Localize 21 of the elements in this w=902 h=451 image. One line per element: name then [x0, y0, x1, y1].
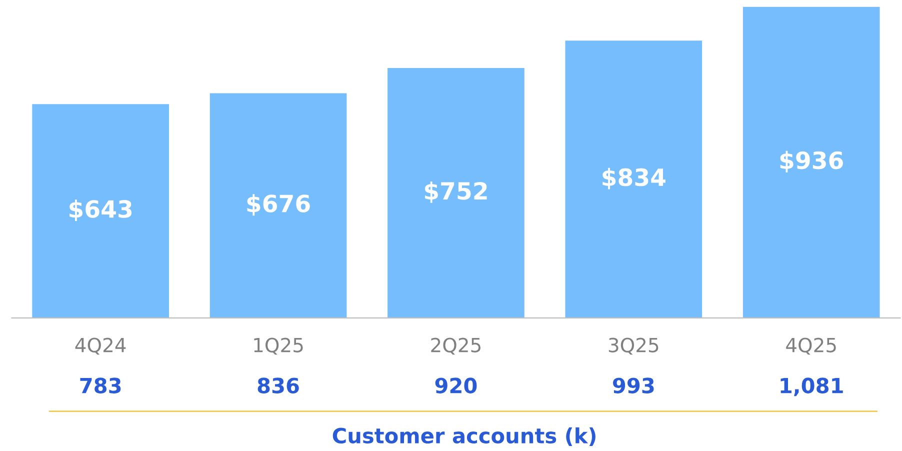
bar — [32, 104, 169, 318]
text: 1,081 — [780, 378, 843, 396]
text: 920 — [435, 378, 477, 394]
x-tick-label: 2Q25 — [431, 338, 480, 355]
bar — [742, 6, 880, 318]
data-label: $834 — [602, 168, 666, 190]
x-tick-label: 4Q25 — [786, 338, 836, 355]
data-label: $643 — [70, 200, 132, 222]
text: 993 — [612, 378, 654, 394]
bar — [210, 93, 347, 318]
x-axis-title: Customer accounts (k) — [332, 427, 596, 446]
data-label: $752 — [424, 182, 487, 203]
x-tick-label: 3Q25 — [608, 338, 658, 355]
bar — [388, 68, 524, 318]
data-label: $676 — [247, 194, 310, 216]
x-tick-label: 4Q24 — [75, 338, 126, 355]
bar — [565, 40, 702, 318]
text: 783 — [80, 378, 121, 394]
data-label: $936 — [780, 150, 843, 172]
text: 836 — [258, 378, 299, 394]
x-tick-label: 1Q25 — [254, 338, 303, 355]
